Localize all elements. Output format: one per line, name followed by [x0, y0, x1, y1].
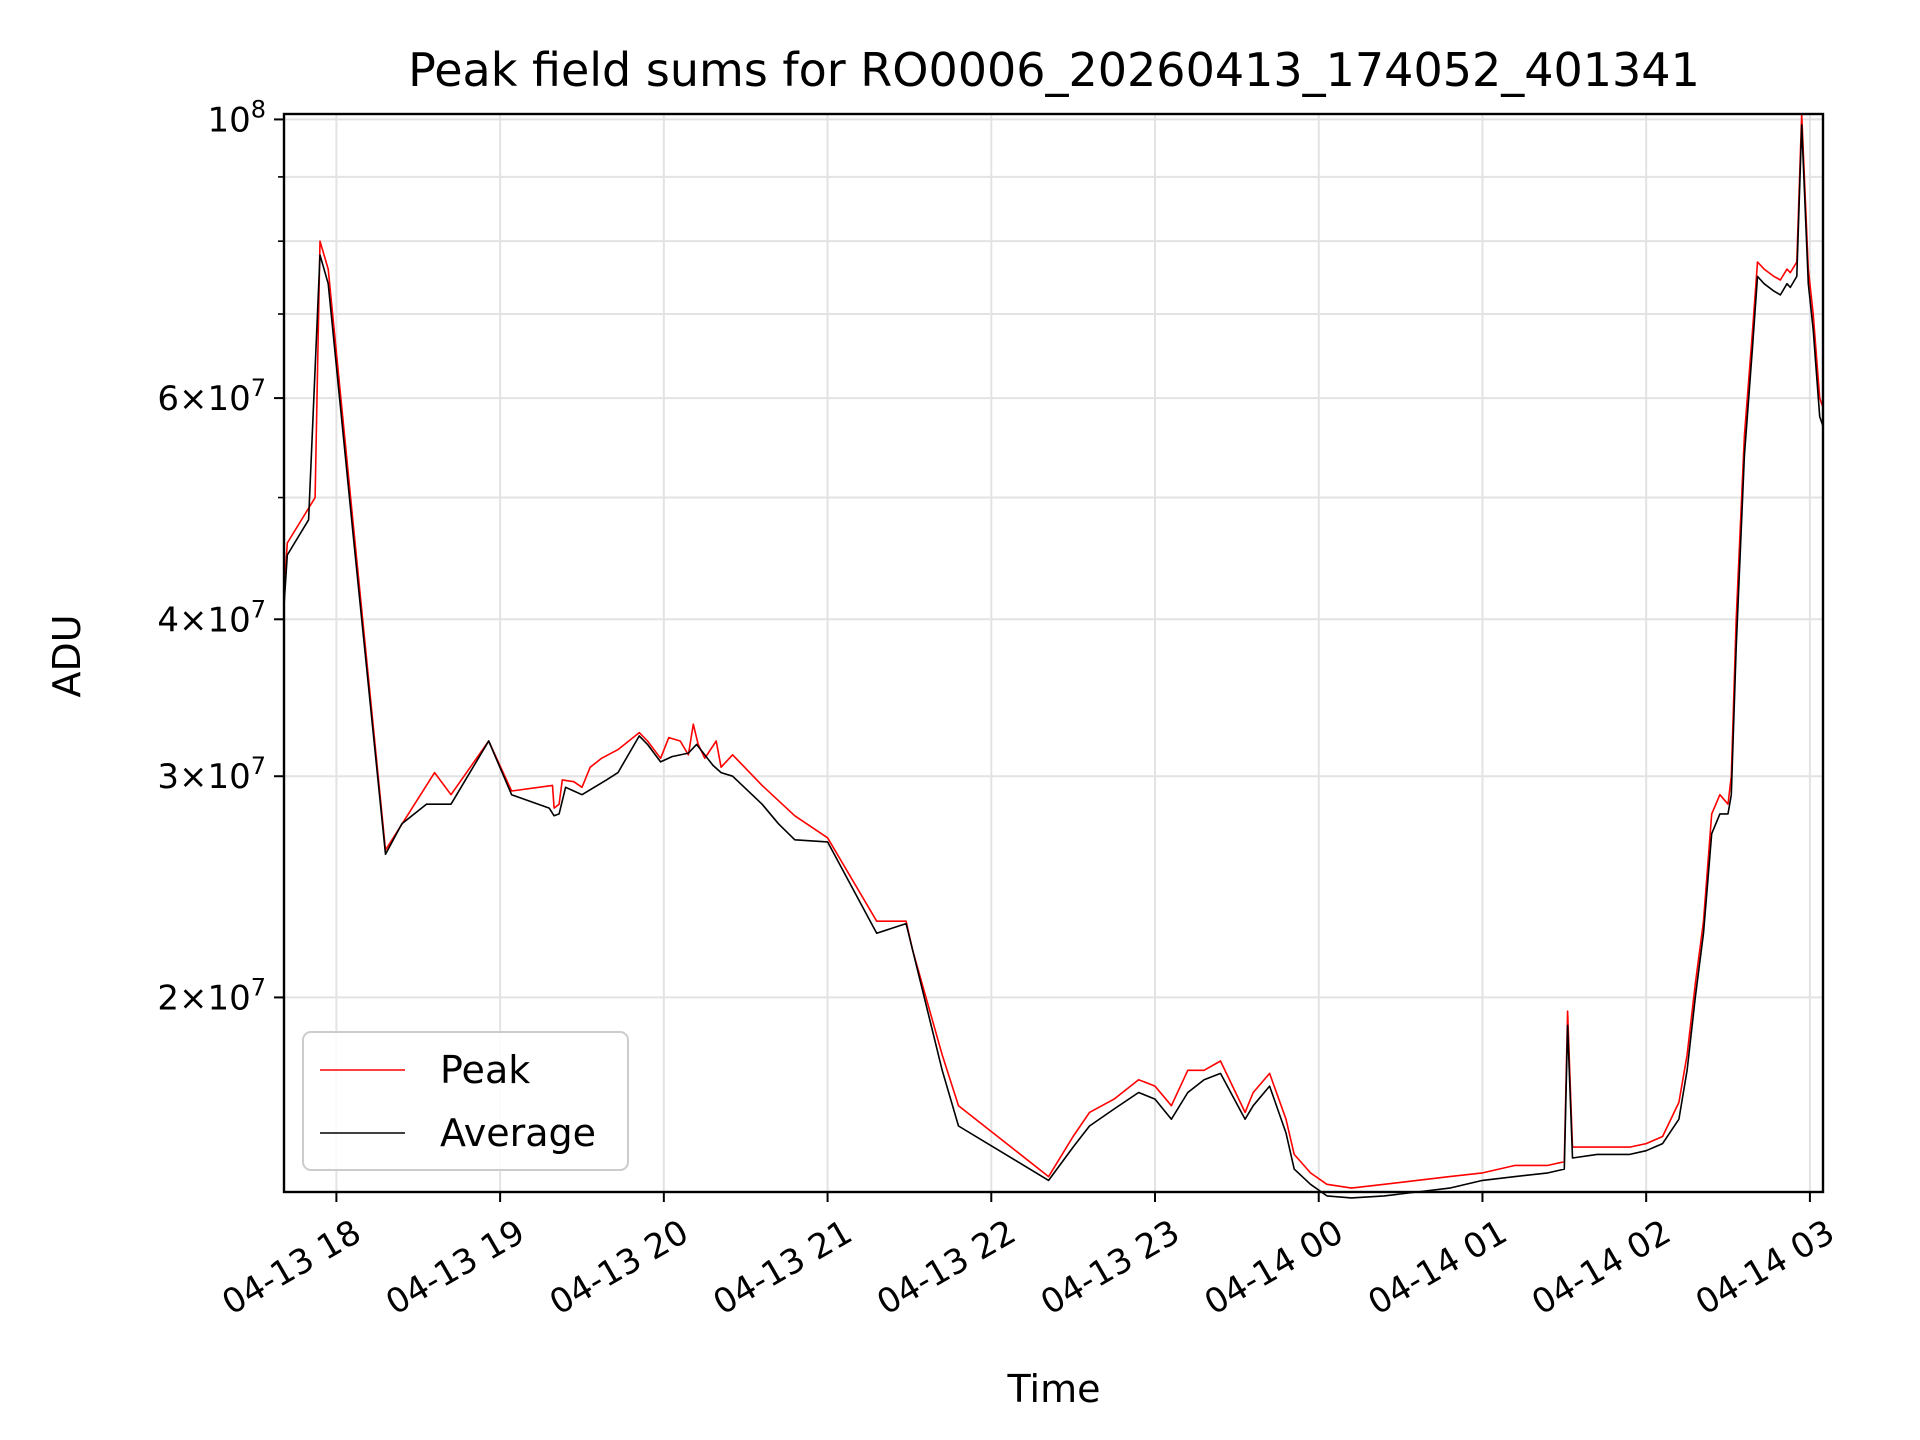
series-line-peak	[283, 113, 1824, 1189]
series-line-average	[283, 124, 1824, 1199]
y-tick-label: 4×107	[157, 595, 266, 640]
y-tick-label: 108	[207, 95, 266, 140]
legend-average-label: Average	[440, 1111, 596, 1155]
legend: Peak Average	[302, 1031, 629, 1171]
x-axis-label: Time	[1007, 1367, 1101, 1411]
y-tick-label: 3×107	[157, 752, 266, 797]
x-gridlines	[335, 114, 1811, 1192]
y-axis-ticks: 2×107 3×107 4×107 6×107 108	[157, 95, 284, 1018]
series-layer	[283, 113, 1824, 1199]
plot-frame	[282, 112, 1825, 1194]
y-tick-label: 2×107	[157, 973, 266, 1018]
y-tick-label: 6×107	[157, 374, 266, 419]
y-axis-label: ADU	[45, 614, 89, 697]
chart-title: Peak field sums for RO0006_20260413_1740…	[408, 43, 1700, 97]
legend-box	[302, 1031, 629, 1171]
legend-peak-label: Peak	[440, 1048, 530, 1092]
y-gridlines	[284, 118, 1823, 999]
